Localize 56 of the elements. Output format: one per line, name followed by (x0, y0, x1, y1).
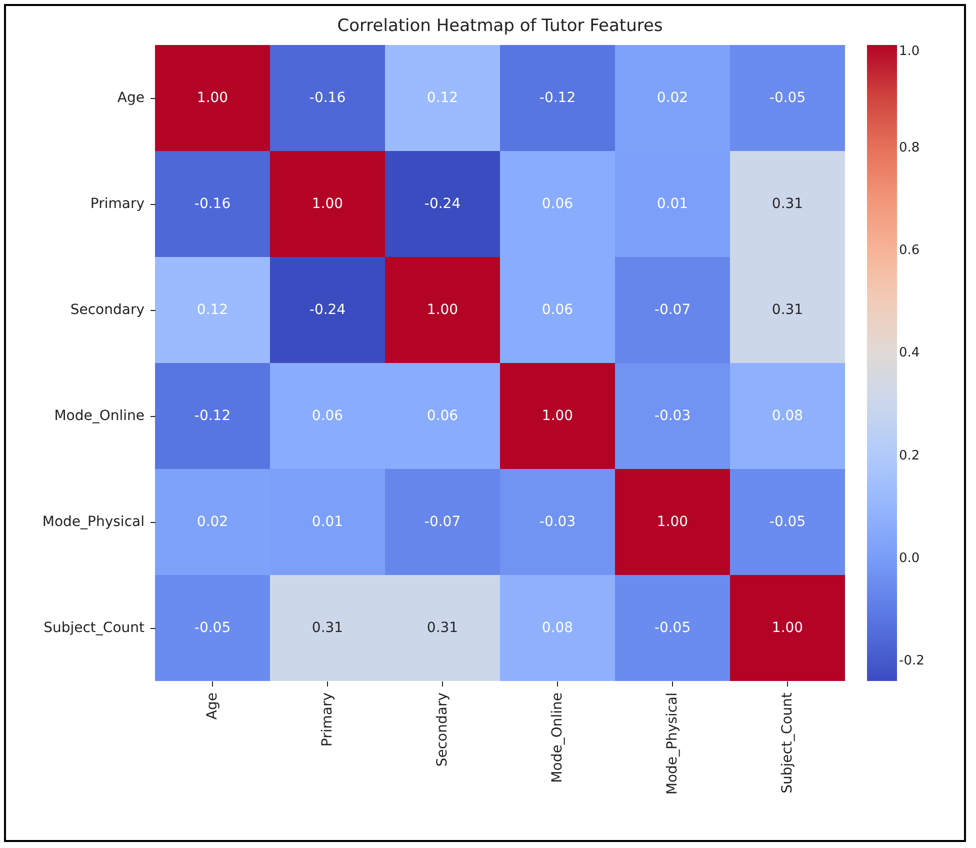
y-tick-label: Age (117, 90, 144, 106)
data-label: 1.00 (426, 302, 458, 318)
data-label: -0.24 (309, 302, 346, 318)
y-tick-label: Mode_Physical (42, 514, 144, 530)
data-label: 1.00 (772, 620, 804, 636)
data-label: -0.03 (654, 408, 691, 424)
data-label: 0.02 (196, 514, 228, 530)
data-label: -0.24 (424, 196, 461, 212)
data-label: 0.02 (656, 90, 688, 106)
data-label: 0.31 (772, 302, 804, 318)
x-tick-label: Primary (320, 692, 336, 747)
data-label: 1.00 (542, 408, 574, 424)
color-bar-label: -0.2 (899, 653, 924, 668)
x-tick-label: Age (204, 692, 220, 720)
data-label: -0.05 (769, 90, 806, 106)
color-bar-label: 0.2 (899, 448, 920, 464)
data-label: 0.12 (196, 302, 228, 318)
y-tick-label: Mode_Online (54, 408, 144, 424)
data-label: 0.31 (312, 620, 344, 636)
y-tick-label: Subject_Count (44, 620, 145, 636)
data-label: 0.08 (542, 620, 574, 636)
chart-title: Correlation Heatmap of Tutor Features (337, 16, 663, 36)
data-label: -0.12 (194, 408, 231, 424)
data-label: -0.16 (309, 90, 346, 106)
x-tick-label: Secondary (434, 692, 450, 767)
x-tick-label: Mode_Physical (664, 692, 680, 795)
data-label: 1.00 (656, 514, 688, 530)
data-label: -0.05 (654, 620, 691, 636)
x-tick-label: Mode_Online (550, 692, 566, 783)
x-tick-label: Subject_Count (780, 692, 796, 794)
data-label: 1.00 (196, 90, 228, 106)
data-label: -0.05 (769, 514, 806, 530)
data-label: 0.12 (426, 90, 458, 106)
data-label: -0.16 (194, 196, 231, 212)
data-label: 0.06 (542, 302, 574, 318)
data-label: 1.00 (312, 196, 344, 212)
data-label: 0.31 (772, 196, 804, 212)
data-label: -0.12 (539, 90, 576, 106)
color-bar-label: 0.8 (899, 140, 920, 156)
color-bar-label: 0.4 (899, 346, 920, 361)
data-label: 0.06 (542, 196, 574, 212)
data-label: 0.01 (656, 196, 688, 212)
data-label: -0.05 (194, 620, 231, 636)
data-label: 0.01 (312, 514, 344, 530)
data-label: -0.07 (654, 302, 691, 318)
data-label: 0.31 (426, 620, 458, 636)
color-bar-label: 0.6 (899, 243, 920, 258)
color-bar-label: 0.0 (899, 550, 920, 566)
data-label: 0.08 (772, 408, 804, 424)
color-bar-label: 1.0 (899, 44, 920, 59)
data-label: -0.07 (424, 514, 461, 530)
data-label: -0.03 (539, 514, 576, 530)
y-tick-label: Primary (90, 196, 144, 212)
data-label: 0.06 (312, 408, 344, 424)
data-label: 0.06 (426, 408, 458, 424)
y-tick-label: Secondary (70, 302, 144, 318)
